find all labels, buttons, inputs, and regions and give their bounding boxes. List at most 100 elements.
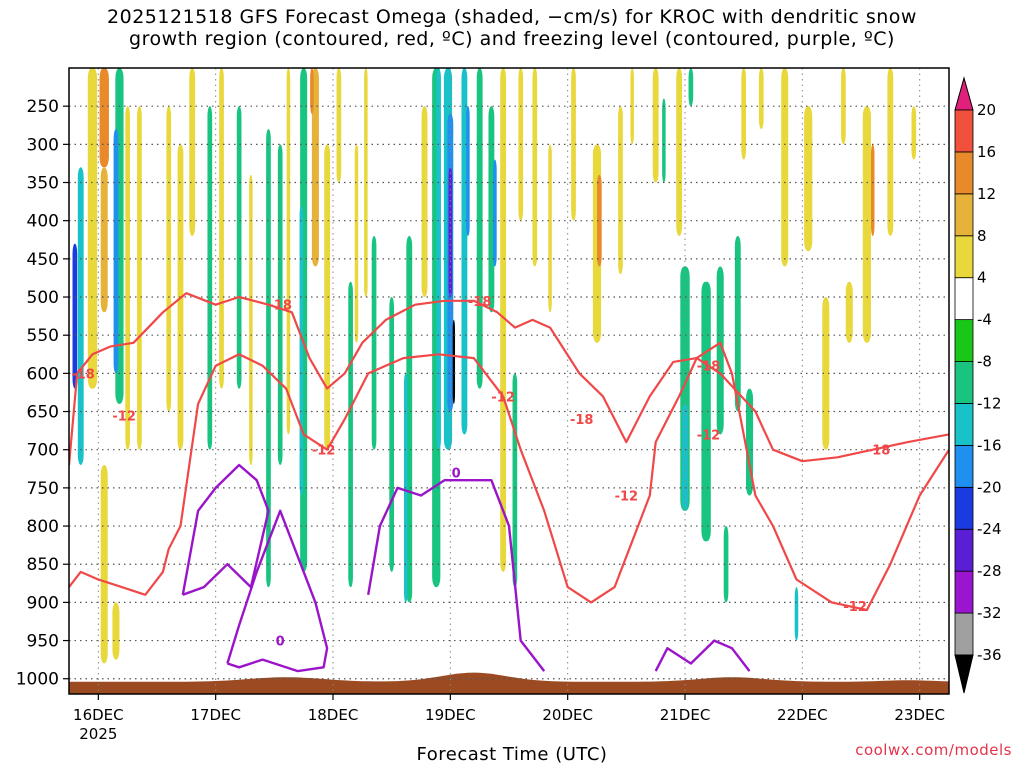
colorbar-min-arrow bbox=[954, 654, 974, 694]
omega-cell-54 bbox=[618, 106, 623, 275]
omega-cell-57 bbox=[676, 68, 683, 236]
colorbar-max-arrow bbox=[954, 76, 974, 111]
omega-cell-24 bbox=[310, 68, 314, 114]
omega-cell-66 bbox=[723, 526, 729, 603]
colorbar-bin-4 bbox=[954, 486, 974, 530]
x-tick-label-21DEC: 21DEC bbox=[660, 706, 711, 724]
freezing-level-contour-1 bbox=[181, 463, 270, 596]
omega-cell-22 bbox=[299, 205, 304, 496]
y-tick-label-350: 350 bbox=[27, 174, 59, 194]
colorbar-bin-8 bbox=[954, 319, 974, 362]
omega-cell-67 bbox=[741, 68, 747, 160]
dgz-contour-label-8: -18 bbox=[697, 360, 721, 375]
colorbar-bin-10 bbox=[954, 235, 974, 279]
dgz-contour-label-7: -12 bbox=[615, 490, 639, 505]
dgz-contour-label-9: -12 bbox=[697, 428, 721, 443]
omega-cell-68 bbox=[758, 68, 764, 130]
colorbar-label--32: -32 bbox=[977, 604, 1002, 622]
colorbar-bin-13 bbox=[954, 109, 974, 153]
dgz-contour-label-10: -18 bbox=[867, 444, 891, 459]
dgz-contour-label-6: -18 bbox=[570, 413, 594, 428]
colorbar-bin-6 bbox=[954, 403, 974, 446]
omega-cell-16 bbox=[236, 106, 242, 389]
y-tick-label-1000: 1000 bbox=[16, 670, 59, 690]
freezing-level-contour-0 bbox=[226, 509, 329, 673]
x-tick-label-16DEC: 16DEC bbox=[73, 706, 124, 724]
plot-frame bbox=[68, 67, 950, 695]
omega-cell-43 bbox=[476, 68, 483, 389]
colorbar-bin-12 bbox=[954, 151, 974, 195]
colorbar-label-8: 8 bbox=[977, 227, 987, 245]
omega-cell-70 bbox=[794, 587, 799, 641]
omega-cell-31 bbox=[389, 297, 395, 572]
x-tick-label-18DEC: 18DEC bbox=[308, 706, 359, 724]
omega-cell-49 bbox=[532, 68, 538, 267]
omega-cell-32 bbox=[406, 235, 413, 603]
omega-cell-41 bbox=[461, 68, 468, 435]
omega-cell-3 bbox=[77, 167, 84, 465]
title-line-2: growth region (contoured, red, ºC) and f… bbox=[129, 28, 895, 50]
omega-cell-7 bbox=[125, 106, 131, 450]
x-tick-label-20DEC: 20DEC bbox=[542, 706, 593, 724]
omega-cell-62 bbox=[701, 281, 711, 542]
colorbar-label-16: 16 bbox=[977, 143, 996, 161]
y-tick-label-850: 850 bbox=[27, 555, 59, 575]
omega-cell-14 bbox=[207, 106, 213, 450]
omega-cell-40 bbox=[452, 319, 456, 404]
plot-area bbox=[69, 68, 949, 694]
omega-cell-29 bbox=[364, 68, 368, 298]
omega-cell-42 bbox=[466, 106, 470, 236]
omega-cell-26 bbox=[336, 68, 342, 183]
dgz-contour-1 bbox=[69, 341, 949, 612]
omega-cell-4 bbox=[72, 243, 78, 389]
x-tick-label-17DEC: 17DEC bbox=[190, 706, 241, 724]
omega-cell-74 bbox=[862, 106, 871, 343]
omega-cell-9 bbox=[100, 464, 108, 664]
plot-background bbox=[69, 68, 949, 694]
omega-cell-77 bbox=[911, 106, 917, 160]
credit-link[interactable]: coolwx.com/models bbox=[855, 741, 1012, 759]
colorbar-label-4: 4 bbox=[977, 269, 987, 287]
omega-cell-25 bbox=[324, 144, 331, 450]
omega-cell-44 bbox=[488, 106, 495, 313]
omega-cell-61 bbox=[682, 403, 688, 511]
colorbar: -36 -32 -28 -24 -20 -16 -12 -8 -4 4 8 12 16 20 bbox=[954, 76, 1002, 694]
omega-cell-2 bbox=[100, 167, 108, 313]
x-axis-label: Forecast Time (UTC) bbox=[416, 744, 608, 765]
omega-cell-13 bbox=[189, 68, 196, 236]
y-tick-label-250: 250 bbox=[27, 97, 59, 117]
omega-cell-30 bbox=[371, 235, 377, 450]
ground-fill bbox=[69, 672, 949, 694]
omega-cell-28 bbox=[354, 144, 359, 343]
dgz-contour-label-1: -12 bbox=[112, 409, 136, 424]
omega-cell-23 bbox=[311, 68, 319, 267]
omega-cell-46 bbox=[500, 68, 507, 572]
dgz-contour-label-0: -18 bbox=[71, 367, 95, 382]
x-tick-label-23DEC: 23DEC bbox=[894, 706, 945, 724]
omega-cell-51 bbox=[571, 68, 576, 221]
omega-cell-63 bbox=[716, 266, 724, 435]
freezing-level-label-1: 0 bbox=[452, 467, 461, 482]
colorbar-label--36: -36 bbox=[977, 646, 1002, 664]
colorbar-label-12: 12 bbox=[977, 185, 996, 203]
omega-cell-73 bbox=[841, 68, 846, 145]
colorbar-bin-7 bbox=[954, 361, 974, 404]
omega-cell-15 bbox=[219, 68, 224, 389]
omega-cell-56 bbox=[652, 68, 659, 183]
x-year-label: 2025 bbox=[79, 725, 117, 743]
y-tick-label-750: 750 bbox=[27, 479, 59, 499]
colorbar-label--28: -28 bbox=[977, 562, 1002, 580]
colorbar-bin-3 bbox=[954, 528, 974, 572]
omega-cell-64 bbox=[734, 235, 741, 412]
omega-cell-53 bbox=[597, 174, 602, 267]
y-tick-label-400: 400 bbox=[27, 212, 59, 232]
ground-surface bbox=[69, 672, 949, 694]
omega-cell-75 bbox=[870, 144, 875, 236]
chart-title: 2025121518 GFS Forecast Omega (shaded, −… bbox=[0, 6, 1024, 50]
x-tick-label-19DEC: 19DEC bbox=[425, 706, 476, 724]
omega-cell-50 bbox=[548, 144, 552, 313]
y-tick-label-500: 500 bbox=[27, 288, 59, 308]
y-tick-label-550: 550 bbox=[27, 326, 59, 346]
y-tick-label-800: 800 bbox=[27, 517, 59, 537]
dgz-contour-0 bbox=[69, 292, 949, 466]
